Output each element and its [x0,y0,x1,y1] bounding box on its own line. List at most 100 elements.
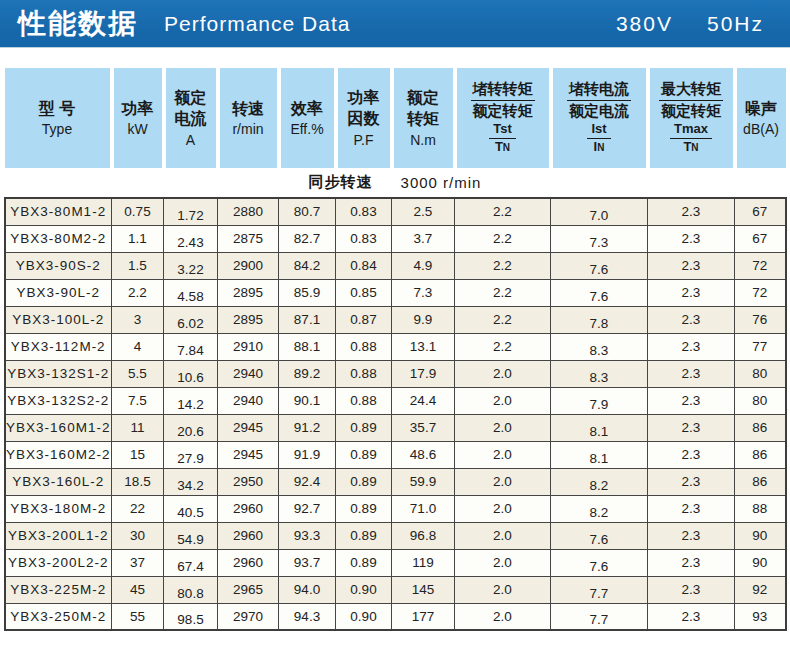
cell-value: 54.9 [164,522,218,549]
cell-value: 94.0 [279,576,336,603]
performance-data-table: YBX3-80M1-20.751.72288080.70.832.52.27.0… [4,197,787,631]
cell-value: 8.2 [551,468,648,495]
cell-value: 2.3 [648,198,735,225]
cell-value: 7.5 [112,387,164,414]
cell-value: 2945 [218,414,279,441]
col-header-power-factor: 功率 因数 P.F [336,68,392,168]
cell-value: 22 [112,495,164,522]
cell-value: 8.3 [551,360,648,387]
table-row: YBX3-180M-22240.5296092.70.8971.02.08.22… [5,495,786,522]
table-row: YBX3-225M-24580.8296594.00.901452.07.72.… [5,576,786,603]
cell-value: 0.87 [336,306,392,333]
cell-value: 6.02 [164,306,218,333]
cell-value: 2.3 [648,603,735,630]
cell-value: 0.83 [336,225,392,252]
cell-value: 96.8 [392,522,455,549]
cell-model: YBX3-132S1-2 [5,360,112,387]
cell-model: YBX3-160M2-2 [5,441,112,468]
page-title-en: Performance Data [164,12,350,36]
cell-value: 72 [735,252,786,279]
cell-value: 2940 [218,387,279,414]
cell-value: 15 [112,441,164,468]
cell-value: 2900 [218,252,279,279]
cell-value: 45 [112,576,164,603]
cell-value: 2.0 [455,495,551,522]
max-torque-la-num: Tmax [670,122,712,139]
cell-model: YBX3-90L-2 [5,279,112,306]
cell-value: 7.84 [164,333,218,360]
cell-value: 93.3 [279,522,336,549]
cell-value: 2.3 [648,360,735,387]
col-header-rated-torque-sub: N.m [410,132,436,148]
frequency-rating: 50Hz [707,12,764,36]
cell-value: 2.2 [455,225,551,252]
col-header-max-torque-ratio: 最大转矩 额定转矩 Tmax TN [648,68,735,168]
cell-value: 2.0 [455,522,551,549]
cell-value: 2.3 [648,387,735,414]
cell-value: 24.4 [392,387,455,414]
cell-value: 86 [735,441,786,468]
cell-value: 14.2 [164,387,218,414]
table-row: YBX3-160L-218.534.2295092.40.8959.92.08.… [5,468,786,495]
cell-value: 2875 [218,225,279,252]
cell-value: 2.3 [648,414,735,441]
table-row: YBX3-200L1-23054.9296093.30.8996.82.07.6… [5,522,786,549]
column-header-row: 型 号 Type 功率 kW 额定 电流 A 转速 r/min 效率 Eff.%… [5,68,786,168]
cell-value: 18.5 [112,468,164,495]
cell-value: 2.0 [455,576,551,603]
cell-value: 34.2 [164,468,218,495]
cell-value: 0.84 [336,252,392,279]
cell-value: 2.0 [455,360,551,387]
cell-value: 2.3 [648,495,735,522]
cell-value: 2895 [218,279,279,306]
col-header-power-factor-sub: P.F [354,132,374,148]
cell-value: 0.90 [336,603,392,630]
cell-value: 2.3 [648,468,735,495]
col-header-power: 功率 kW [112,68,164,168]
cell-value: 2.0 [455,549,551,576]
table-row: YBX3-132S2-27.514.2294090.10.8824.42.07.… [5,387,786,414]
cell-model: YBX3-160L-2 [5,468,112,495]
col-header-noise-sub: dB(A) [743,121,779,137]
cell-value: 13.1 [392,333,455,360]
table-row: YBX3-160M1-21120.6294591.20.8935.72.08.1… [5,414,786,441]
cell-value: 87.1 [279,306,336,333]
cell-model: YBX3-200L1-2 [5,522,112,549]
cell-value: 2.3 [648,279,735,306]
table-row: YBX3-80M2-21.12.43287582.70.833.72.27.32… [5,225,786,252]
cell-value: 11 [112,414,164,441]
cell-value: 2880 [218,198,279,225]
cell-value: 0.89 [336,495,392,522]
cell-value: 2910 [218,333,279,360]
cell-value: 2.0 [455,387,551,414]
sync-speed-value: 3000 r/min [401,174,482,191]
max-torque-zh-num: 最大转矩 [659,81,723,101]
cell-value: 98.5 [164,603,218,630]
cell-value: 0.88 [336,387,392,414]
cell-value: 90 [735,522,786,549]
cell-value: 0.89 [336,414,392,441]
cell-value: 8.1 [551,414,648,441]
locked-torque-la-den: TN [495,139,510,155]
cell-value: 2895 [218,306,279,333]
max-torque-zh-den: 额定转矩 [661,101,721,120]
cell-value: 3.7 [392,225,455,252]
col-header-efficiency: 效率 Eff.% [279,68,336,168]
cell-value: 92.7 [279,495,336,522]
col-header-speed: 转速 r/min [218,68,279,168]
col-header-locked-rotor-current-ratio: 堵转电流 额定电流 Ist IN [551,68,648,168]
cell-value: 2.43 [164,225,218,252]
cell-value: 7.8 [551,306,648,333]
sync-speed-row: 同步转速 3000 r/min [5,168,786,197]
cell-value: 8.1 [551,441,648,468]
cell-value: 2960 [218,549,279,576]
cell-value: 7.6 [551,522,648,549]
col-header-type-sub: Type [42,121,72,137]
locked-current-latin-fraction: Ist IN [587,122,610,155]
table-row: YBX3-112M-247.84291088.10.8813.12.28.32.… [5,333,786,360]
cell-model: YBX3-100L-2 [5,306,112,333]
cell-value: 67.4 [164,549,218,576]
cell-value: 0.89 [336,468,392,495]
cell-value: 8.2 [551,495,648,522]
cell-value: 10.6 [164,360,218,387]
